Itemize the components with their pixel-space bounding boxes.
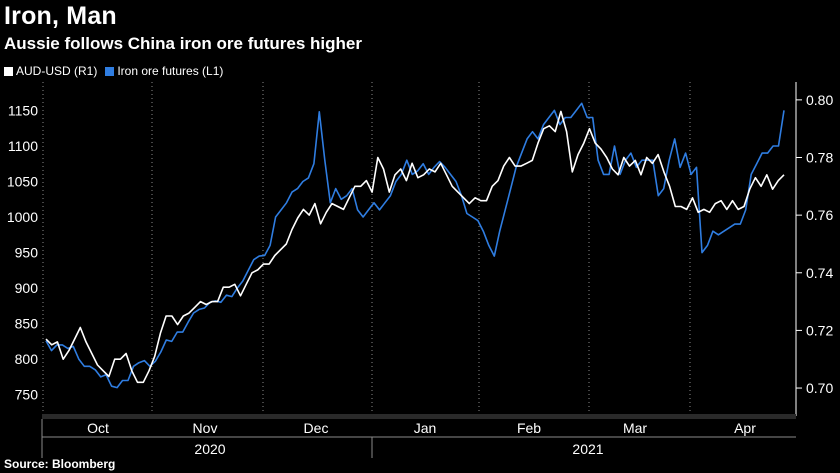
legend: AUD-USD (R1) Iron ore futures (L1) — [4, 64, 223, 78]
tick-labels: 750 800 850 900 950 1000 1050 1100 1150 0.70 0.72 0… — [7, 92, 834, 457]
month-label: Oct — [87, 420, 109, 436]
series-lines — [45, 102, 785, 389]
legend-swatch-iron-ore — [105, 66, 115, 76]
source-note: Source: Bloomberg — [4, 457, 116, 471]
month-label: Apr — [734, 420, 756, 436]
legend-item-iron-ore: Iron ore futures (L1) — [105, 64, 223, 78]
right-tick-label: 0.76 — [806, 207, 833, 223]
axes — [41, 82, 802, 458]
right-tick-label: 0.70 — [806, 380, 833, 396]
left-tick-label: 850 — [15, 316, 39, 332]
left-tick-label: 1000 — [7, 209, 38, 225]
month-label: Dec — [304, 420, 329, 436]
year-label: 2020 — [194, 441, 225, 457]
grid-lines — [42, 82, 691, 416]
right-tick-label: 0.80 — [806, 92, 833, 108]
left-tick-label: 1050 — [7, 173, 38, 189]
month-label: Mar — [623, 420, 647, 436]
left-tick-label: 1100 — [8, 138, 38, 154]
right-tick-label: 0.72 — [806, 322, 833, 338]
left-tick-label: 1150 — [8, 102, 38, 118]
right-tick-label: 0.78 — [806, 150, 833, 166]
chart-title: Iron, Man — [4, 2, 117, 30]
month-label: Feb — [517, 420, 541, 436]
left-tick-label: 950 — [15, 245, 39, 261]
legend-swatch-aud — [4, 66, 13, 76]
chart-subtitle: Aussie follows China iron ore futures hi… — [4, 34, 362, 53]
month-label: Nov — [193, 420, 218, 436]
left-tick-label: 800 — [15, 351, 39, 367]
legend-label-iron-ore: Iron ore futures (L1) — [117, 64, 224, 78]
month-label: Jan — [414, 420, 437, 436]
aud-usd-line — [45, 110, 785, 384]
left-tick-label: 750 — [15, 387, 39, 403]
legend-item-aud: AUD-USD (R1) — [4, 64, 97, 78]
right-tick-label: 0.74 — [806, 265, 833, 281]
left-tick-label: 900 — [15, 280, 39, 296]
year-label: 2021 — [572, 441, 603, 457]
legend-label-aud: AUD-USD (R1) — [16, 64, 98, 78]
range-bar — [42, 414, 796, 419]
